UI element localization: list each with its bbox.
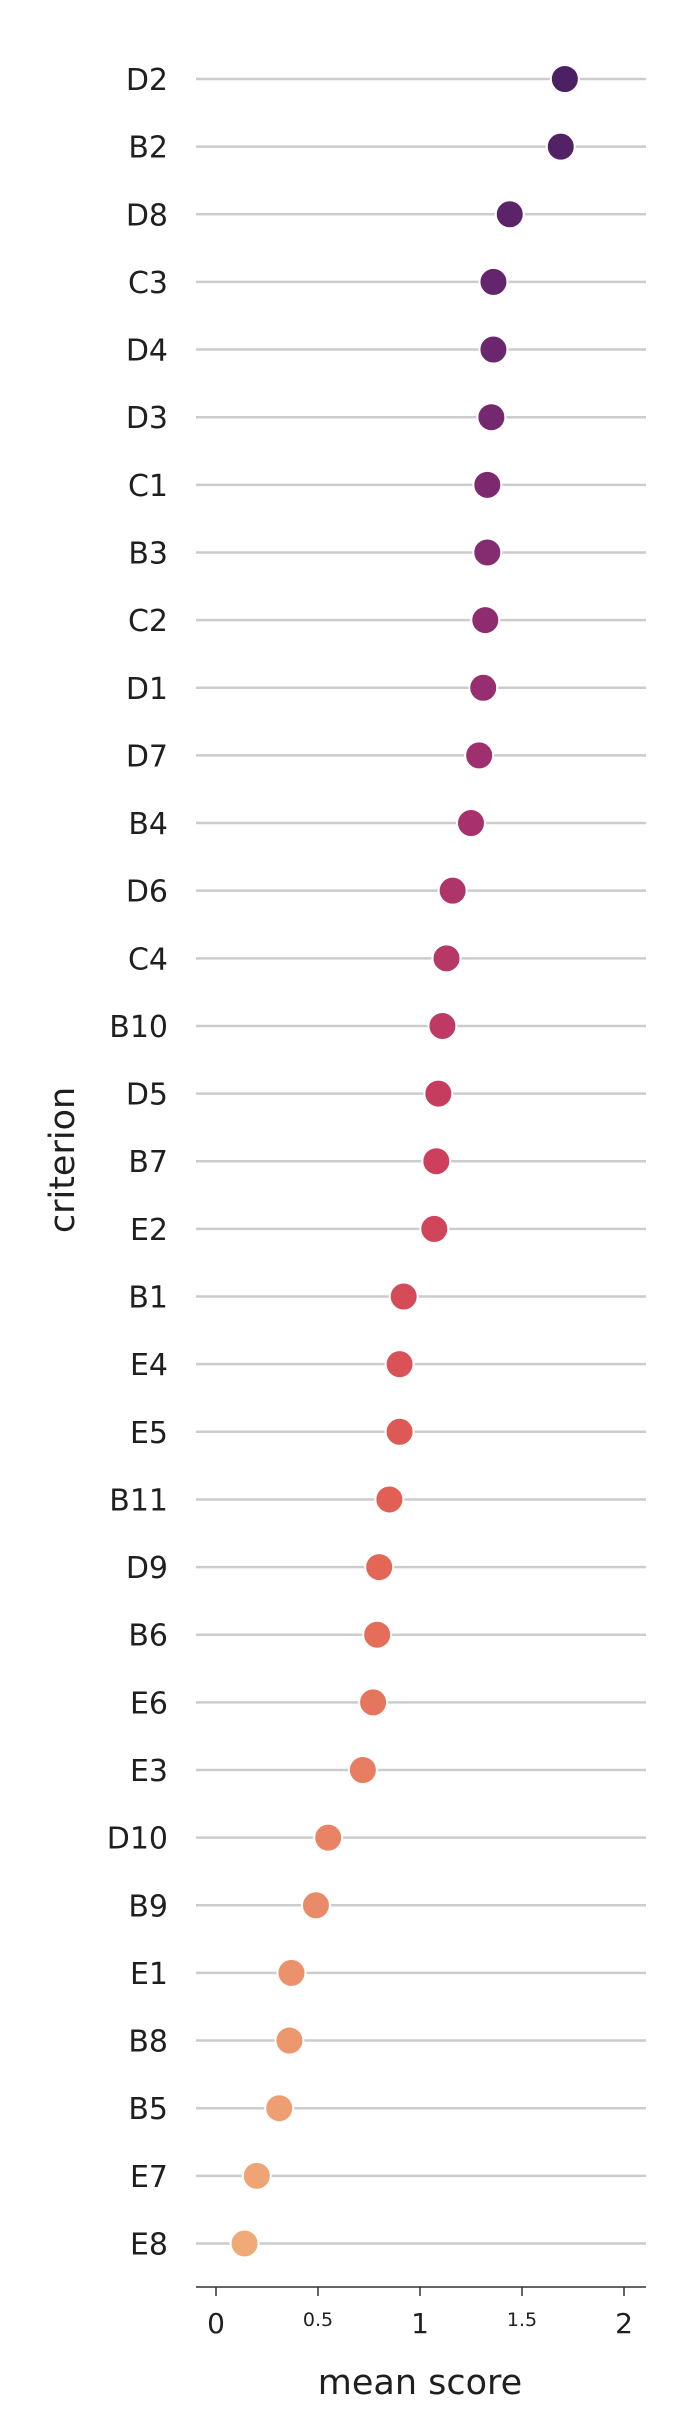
category-label: E1 — [130, 1957, 168, 1992]
category-label: D5 — [126, 1078, 168, 1113]
data-point — [476, 402, 507, 433]
category-label: B7 — [128, 1145, 168, 1180]
category-label: D4 — [126, 334, 168, 369]
data-point — [347, 1755, 378, 1785]
data-point — [362, 1619, 393, 1650]
category-label: C1 — [128, 469, 168, 504]
category-label: E4 — [130, 1348, 168, 1383]
data-point — [300, 1890, 331, 1921]
data-point — [419, 1213, 450, 1244]
x-tick-label: 0.5 — [303, 2309, 333, 2331]
category-label: D8 — [126, 198, 168, 233]
data-point — [264, 2093, 295, 2124]
data-point — [388, 1281, 419, 1312]
category-label: C4 — [128, 942, 168, 977]
data-point — [478, 266, 509, 297]
category-label: D3 — [126, 401, 168, 436]
data-point — [274, 2025, 305, 2056]
x-tick-label: 1 — [411, 2307, 429, 2340]
data-point — [384, 1349, 415, 1380]
category-label: D2 — [126, 63, 168, 98]
data-point — [431, 943, 462, 974]
category-label: D1 — [126, 672, 168, 707]
data-point — [374, 1484, 405, 1515]
category-label: C2 — [128, 604, 168, 639]
category-label: D10 — [107, 1822, 168, 1857]
category-label: D7 — [126, 739, 168, 774]
category-label: E2 — [130, 1213, 168, 1248]
x-tick-label: 1.5 — [507, 2309, 537, 2331]
category-label: D6 — [126, 875, 168, 910]
data-point — [468, 672, 499, 703]
category-label: E6 — [130, 1686, 168, 1721]
data-point — [384, 1416, 415, 1447]
data-point — [464, 740, 495, 771]
y-axis-title: criterion — [43, 1087, 83, 1233]
data-point — [470, 605, 501, 636]
data-point — [313, 1822, 344, 1853]
data-point — [423, 1078, 454, 1109]
category-label: B5 — [128, 2092, 168, 2127]
category-label: B2 — [128, 131, 168, 166]
category-label: D9 — [126, 1551, 168, 1586]
x-axis-title: mean score — [318, 2363, 522, 2403]
category-label: B9 — [128, 1889, 168, 1924]
x-tick-label: 0 — [207, 2307, 225, 2340]
grid-lines — [196, 77, 646, 2245]
x-tick-label: 2 — [615, 2307, 633, 2340]
data-point — [545, 131, 576, 162]
data-point — [276, 1957, 307, 1988]
category-label: B11 — [109, 1483, 168, 1518]
data-point — [478, 334, 509, 365]
category-label: E8 — [130, 2227, 168, 2262]
data-point — [437, 875, 468, 906]
data-point — [241, 2160, 272, 2191]
category-label: B10 — [109, 1010, 168, 1045]
category-label: B6 — [128, 1619, 168, 1654]
data-point — [456, 808, 486, 839]
data-point — [421, 1146, 452, 1177]
category-label: B8 — [128, 2025, 168, 2060]
data-point — [549, 64, 580, 94]
data-point — [472, 469, 503, 500]
category-label: E3 — [130, 1754, 168, 1789]
data-point — [494, 199, 525, 230]
category-label: C3 — [128, 266, 168, 301]
data-point — [472, 537, 503, 568]
data-points — [229, 64, 580, 2259]
category-label: B1 — [128, 1281, 168, 1316]
category-label: E5 — [130, 1416, 168, 1451]
data-point — [364, 1552, 395, 1583]
x-axis: 0 0.5 1 1.5 2 — [196, 2286, 646, 2340]
category-label: B3 — [128, 536, 168, 571]
category-label: B4 — [128, 807, 168, 842]
category-labels: D2 B2 D8 C3 D4 D3 C1 B3 C2 D1 D7 B4 D6 C4 B10 D5 B7 E2 B1 E… — [107, 63, 168, 2262]
data-point — [229, 2228, 260, 2259]
data-point — [427, 1010, 458, 1041]
data-point — [358, 1687, 389, 1718]
category-label: E7 — [130, 2160, 168, 2195]
